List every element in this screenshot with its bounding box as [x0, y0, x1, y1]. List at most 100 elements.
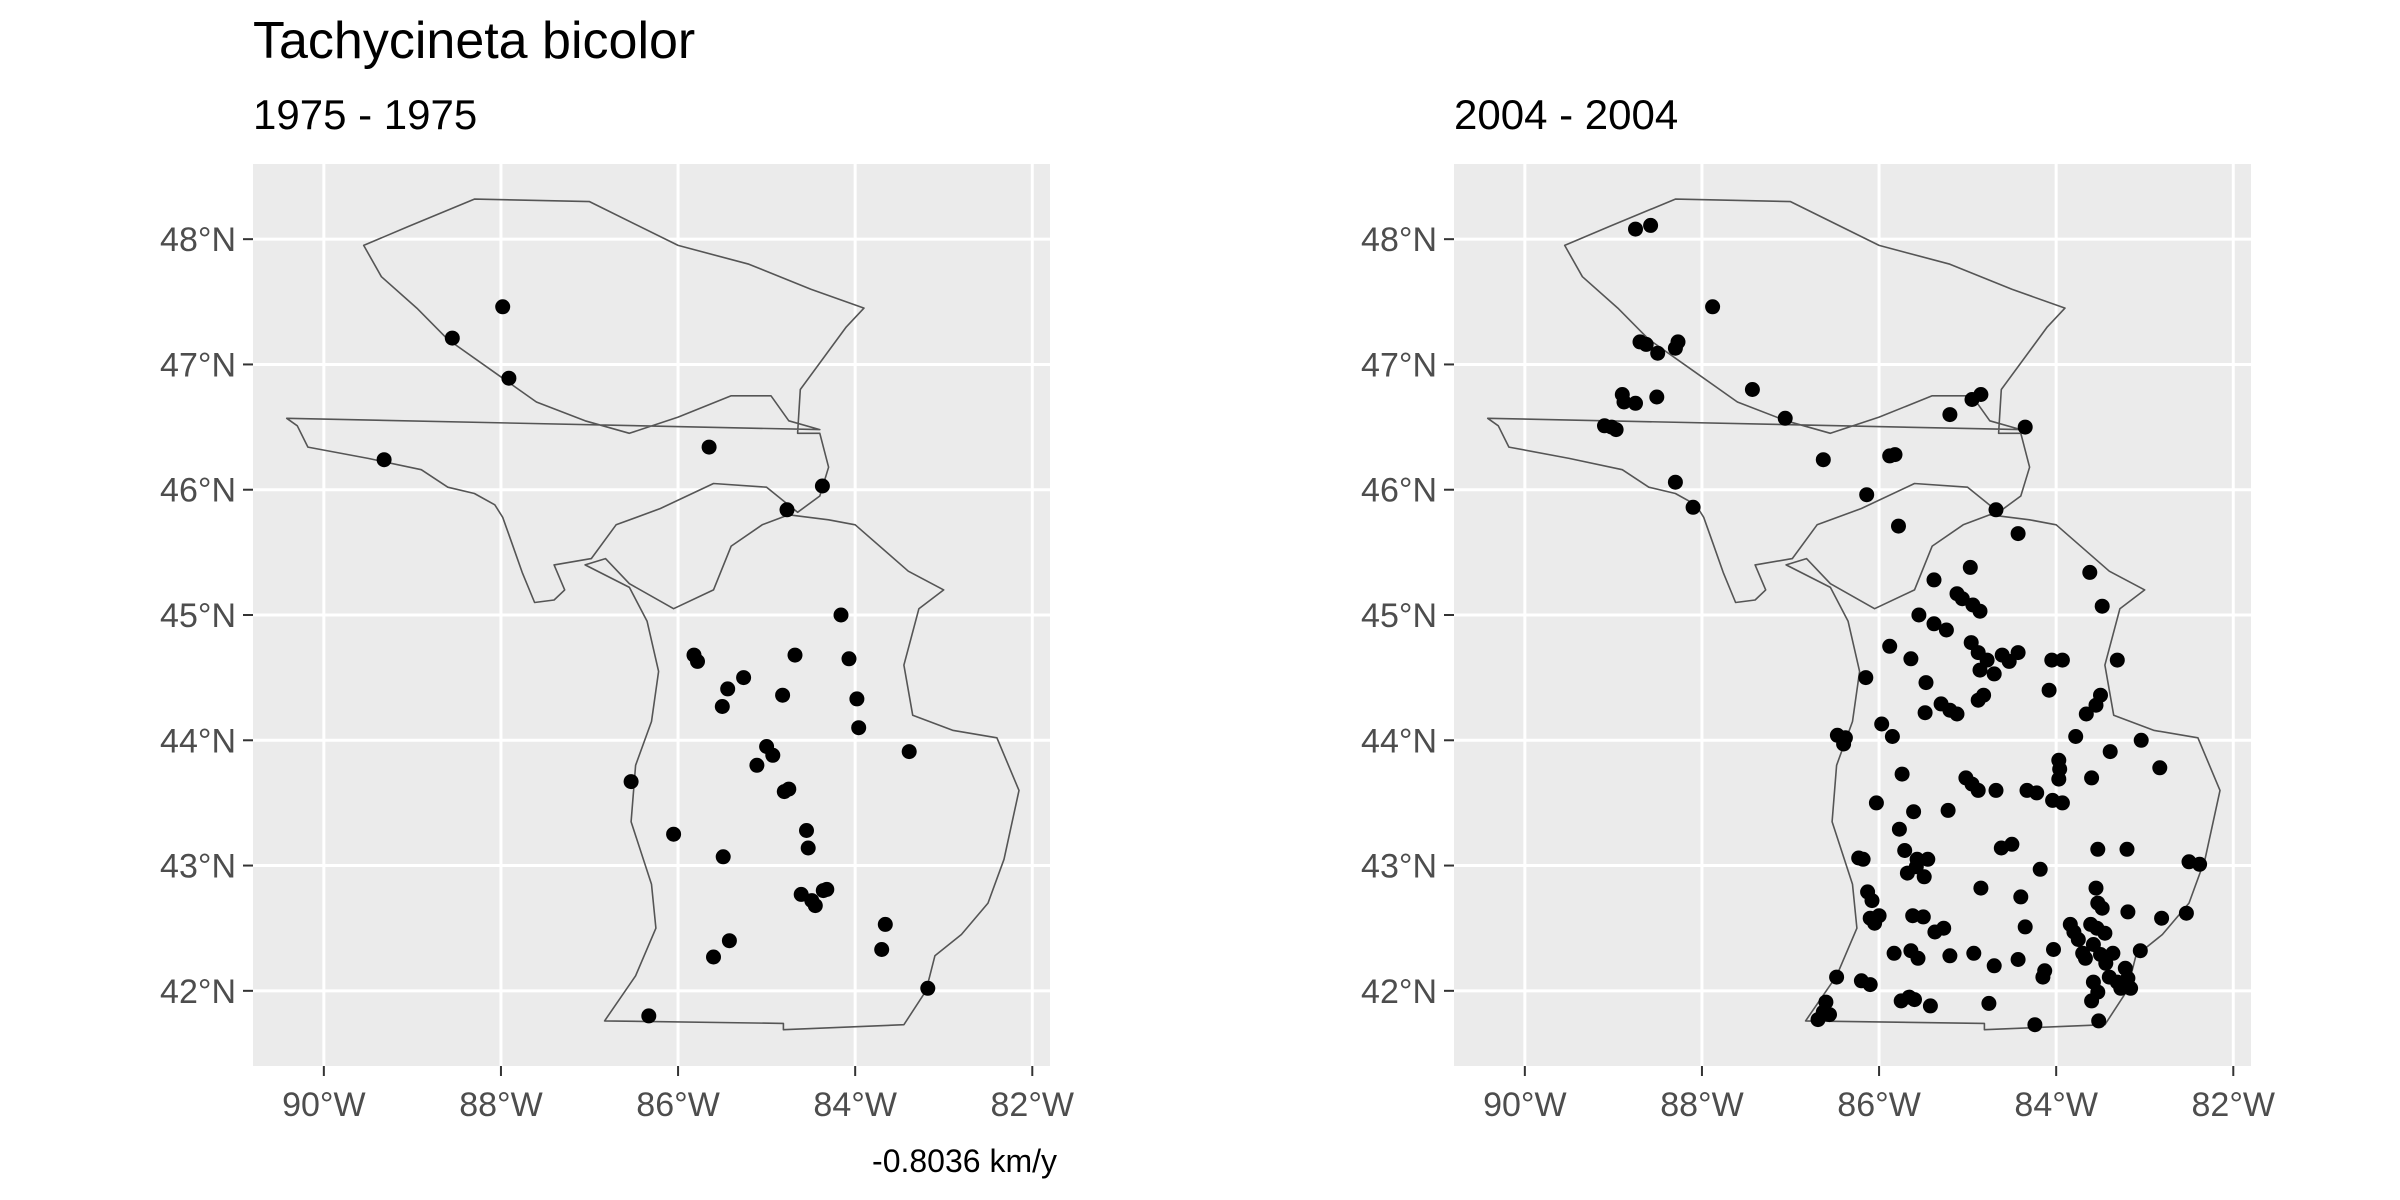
observation-point — [1942, 407, 1958, 423]
observation-point — [641, 1008, 657, 1024]
observation-point — [1705, 299, 1721, 315]
observation-point — [720, 681, 736, 697]
observation-point — [1868, 795, 1884, 811]
y-tick-label: 45°N — [1361, 597, 1437, 635]
figure-title: Tachycineta bicolor — [253, 12, 695, 70]
observation-point — [1938, 622, 1954, 638]
y-tick-label: 45°N — [160, 597, 236, 635]
observation-point — [2152, 760, 2168, 776]
observation-point — [2068, 729, 2084, 744]
y-tick-label: 42°N — [160, 973, 236, 1011]
observation-point — [1744, 382, 1760, 397]
observation-point — [833, 607, 849, 623]
y-tick-label: 46°N — [160, 472, 236, 510]
observation-point — [807, 898, 823, 914]
y-tick-label: 42°N — [1361, 973, 1437, 1011]
observation-point — [1864, 893, 1880, 909]
observation-point — [1643, 217, 1659, 233]
observation-point — [2091, 1013, 2107, 1029]
observation-point — [851, 720, 867, 736]
observation-point — [2119, 841, 2135, 857]
observation-point — [1815, 452, 1831, 468]
observation-point — [1874, 716, 1890, 732]
x-tick-label: 84°W — [2014, 1086, 2098, 1124]
y-tick-label: 43°N — [160, 848, 236, 886]
upper-peninsula-outline — [1486, 198, 2066, 604]
observation-point — [2102, 744, 2118, 760]
map-panel-2: 2004 - 2004 90°W 88°W 86°W 84°W 82°W 42°N 43°N 4… — [1361, 91, 2275, 1124]
observation-point — [1910, 950, 1926, 966]
observation-point — [2010, 526, 2026, 542]
observation-point — [1926, 572, 1942, 588]
observation-point — [2084, 770, 2100, 786]
observation-point — [2097, 925, 2113, 941]
x-tick-label: 82°W — [2192, 1086, 2276, 1124]
lower-peninsula-outline — [584, 514, 1020, 1031]
y-tick-label: 44°N — [160, 722, 236, 760]
observation-point — [2017, 419, 2033, 435]
observation-point — [779, 502, 795, 518]
observation-point — [1894, 766, 1910, 782]
observation-point — [1891, 821, 1907, 837]
observation-point — [2105, 945, 2121, 961]
observation-point — [1897, 843, 1913, 858]
observation-point — [1855, 851, 1871, 867]
observation-point — [799, 823, 814, 838]
observation-point — [1616, 394, 1632, 410]
observation-point — [775, 687, 791, 703]
observation-point — [1973, 880, 1989, 896]
observation-point — [1922, 998, 1938, 1014]
observation-point — [1829, 969, 1845, 985]
observation-point — [1981, 995, 1997, 1011]
observation-point — [714, 699, 730, 714]
observation-point — [2078, 706, 2094, 722]
observation-point — [1667, 340, 1683, 356]
observation-point — [1988, 502, 2004, 518]
x-tick-label: 84°W — [813, 1086, 897, 1124]
observation-point — [1882, 638, 1898, 654]
observation-point — [2046, 942, 2061, 957]
observation-point — [1927, 924, 1943, 940]
observation-point — [701, 439, 717, 455]
x-tick-label: 90°W — [1483, 1086, 1567, 1124]
observation-point — [1628, 395, 1643, 411]
state-outline — [285, 198, 1020, 1031]
observation-point — [1685, 499, 1701, 515]
y-tick-label: 48°N — [160, 221, 236, 259]
observation-point — [1973, 387, 1989, 402]
observation-point — [2094, 900, 2110, 916]
observation-point — [495, 299, 511, 315]
observation-point — [2109, 652, 2125, 668]
y-tick-label: 47°N — [1361, 346, 1437, 384]
observation-point — [2154, 910, 2170, 926]
x-tick-label: 86°W — [636, 1086, 720, 1124]
observation-point — [1915, 909, 1931, 925]
observation-point — [2010, 645, 2026, 661]
observation-point — [781, 781, 797, 797]
observation-point — [1871, 908, 1887, 924]
observation-point — [2082, 564, 2098, 580]
observation-point — [1917, 705, 1933, 721]
observation-point — [1667, 474, 1683, 490]
observation-point — [666, 826, 682, 842]
observation-point — [2044, 652, 2060, 668]
observation-point — [1972, 662, 1988, 678]
map-panel-1: 1975 - 1975 90°W 88°W 86°W 84°W 82°W 42°N 43°N 4… — [160, 91, 1074, 1124]
observation-point — [501, 370, 517, 386]
y-tick-label: 44°N — [1361, 722, 1437, 760]
observation-point — [1859, 487, 1875, 503]
observation-point — [2035, 969, 2051, 985]
observation-point — [1972, 603, 1988, 619]
observation-point — [2070, 932, 2086, 947]
observation-point — [1926, 616, 1942, 632]
observation-point — [2090, 841, 2106, 857]
observation-point — [841, 651, 857, 667]
observation-point — [2029, 785, 2045, 801]
observation-point — [2123, 980, 2139, 996]
observation-point — [2054, 795, 2070, 811]
observation-point — [2032, 861, 2048, 877]
observation-point — [2094, 598, 2110, 614]
observation-point — [721, 933, 737, 949]
observation-point — [819, 881, 835, 897]
